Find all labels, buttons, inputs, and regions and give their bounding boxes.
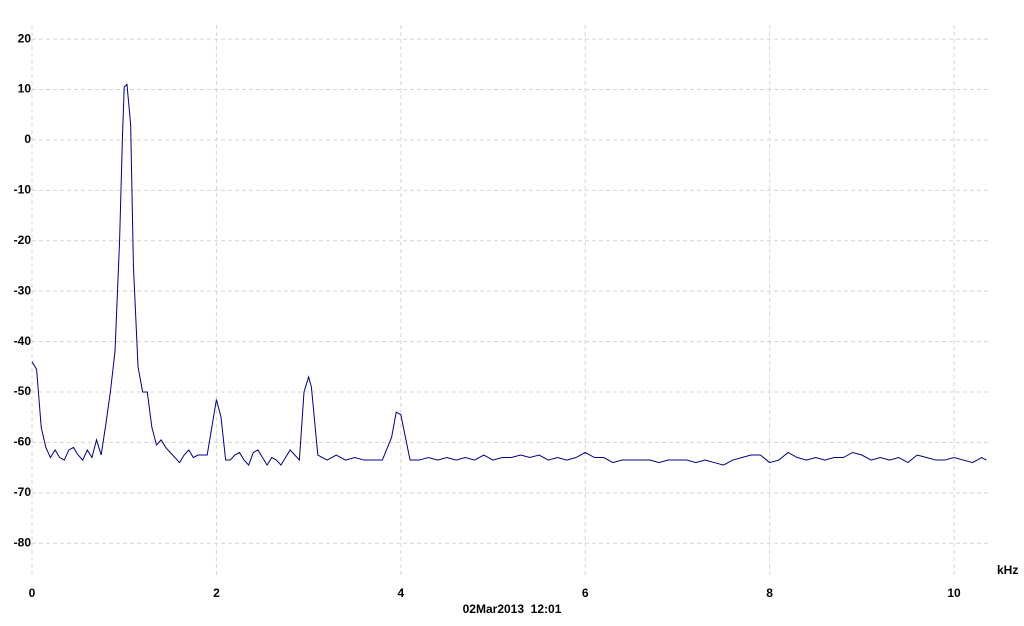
timestamp: 02Mar2013 12:01 (463, 602, 562, 616)
y-tick-label: -60 (14, 435, 32, 449)
y-tick-label: 20 (18, 31, 32, 45)
y-tick-label: -30 (14, 283, 32, 297)
y-tick-label: 10 (18, 82, 32, 96)
x-tick-label: 6 (582, 586, 589, 600)
y-tick-label: -40 (14, 334, 32, 348)
x-tick-label: 4 (397, 586, 404, 600)
x-tick-label: 10 (947, 586, 961, 600)
x-axis-label: kHz (997, 563, 1018, 577)
x-tick-label: 8 (766, 586, 773, 600)
y-tick-label: -80 (14, 535, 32, 549)
y-tick-label: -70 (14, 485, 32, 499)
y-tick-label: -10 (14, 183, 32, 197)
x-tick-label: 0 (29, 586, 36, 600)
spectrum-line (31, 83, 987, 467)
x-tick-label: 2 (213, 586, 220, 600)
y-tick-label: 0 (24, 132, 31, 146)
y-tick-label: -50 (14, 384, 32, 398)
y-tick-label: -20 (14, 233, 32, 247)
